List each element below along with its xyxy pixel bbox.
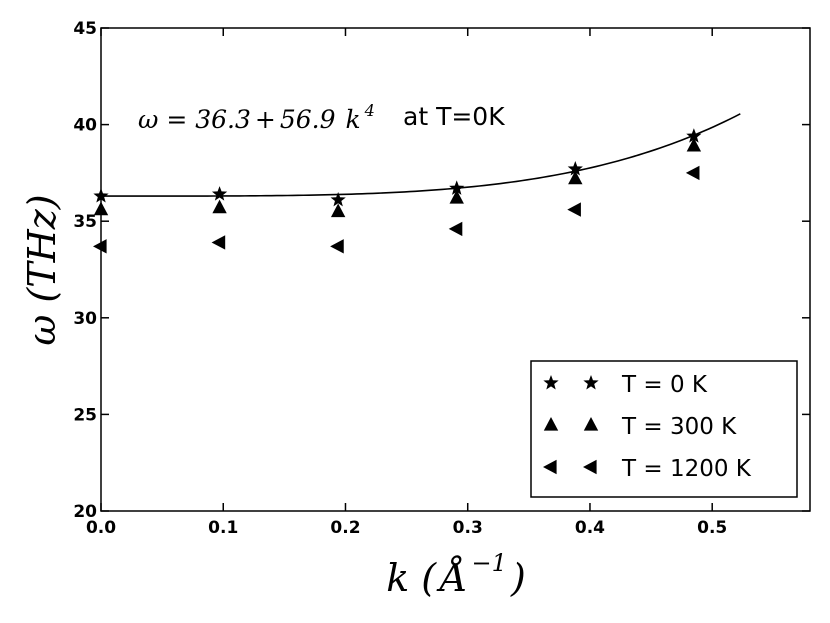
legend-box [530, 360, 798, 498]
formula-var: k [346, 105, 361, 134]
x-axis-unit-exp: −1 [472, 549, 507, 577]
y-tick-label: 30 [73, 309, 97, 329]
data-point-triangle-left-2-2 [330, 239, 344, 254]
fit-curve-group [101, 113, 741, 197]
legend: T = 0 K T = 300 K T = 1200 K [530, 360, 798, 498]
y-axis-unit: (THz) [20, 194, 64, 302]
data-point-triangle-up-1-0 [93, 201, 109, 216]
fit-curve [101, 113, 741, 197]
y-tick-label: 35 [73, 212, 97, 232]
data-point-star-0-4 [567, 161, 583, 176]
data-point-star-0-1 [211, 186, 228, 201]
x-axis-unit-open: ( [421, 556, 437, 600]
formula-suffix: at T=0K [403, 102, 505, 131]
formula-exp: 4 [364, 101, 375, 120]
legend-marker-triangle-left-0 [543, 459, 557, 475]
x-axis-symbol: k [386, 556, 409, 600]
data-point-triangle-left-2-5 [685, 165, 700, 181]
formula-coef: 56.9 [280, 105, 336, 134]
legend-marker-star-1 [583, 375, 599, 390]
legend-marker-triangle-up-1 [583, 417, 599, 431]
x-tick-label: 0.1 [208, 518, 238, 538]
legend-marker-triangle-up-0 [543, 417, 559, 431]
data-point-star-0-0 [93, 188, 109, 203]
formula-lhs: ω = 36.3 [138, 105, 251, 134]
data-point-triangle-left-2-4 [567, 202, 581, 217]
axis-ticks: 0.0 0.1 0.2 0.3 0.4 0.5 20 25 30 35 40 45 [73, 19, 810, 538]
y-axis-label: ω (THz) [20, 194, 64, 345]
data-point-star-0-2 [330, 191, 346, 207]
x-axis-unit-close: ) [510, 556, 526, 600]
x-axis-unit: Å [436, 556, 467, 600]
data-point-triangle-up-1-3 [449, 190, 464, 204]
y-tick-label: 45 [73, 19, 97, 39]
data-point-triangle-up-1-5 [686, 137, 702, 152]
y-axis-symbol: ω [20, 315, 64, 346]
x-tick-label: 0.5 [697, 518, 727, 538]
legend-label-0k: T = 0 K [621, 372, 708, 398]
legend-marker-star-0 [543, 375, 559, 390]
formula-plus: + [255, 105, 276, 134]
legend-markers [543, 375, 599, 475]
data-markers [93, 128, 702, 254]
legend-label-1200k: T = 1200 K [621, 456, 752, 482]
fit-formula-annotation: ω = 36.3 + 56.9 k 4 at T=0K [138, 101, 505, 134]
y-tick-label: 40 [73, 116, 97, 136]
x-tick-label: 0.0 [86, 518, 116, 538]
data-point-triangle-left-2-3 [448, 221, 463, 237]
x-tick-label: 0.3 [453, 518, 483, 538]
legend-marker-triangle-left-1 [583, 459, 597, 475]
y-tick-label: 20 [73, 502, 97, 522]
data-point-triangle-up-1-1 [212, 199, 227, 214]
x-tick-label: 0.4 [575, 518, 605, 538]
data-point-triangle-left-2-0 [93, 239, 107, 254]
data-point-triangle-up-1-2 [330, 203, 346, 218]
data-point-triangle-up-1-4 [568, 170, 583, 185]
svg-text:ω = 36.3 + 56.9: ω = 36.3 + 56.9 k 4 [138, 101, 375, 134]
data-point-star-0-3 [449, 180, 465, 195]
x-axis-label: k ( Å −1 ) [386, 549, 526, 600]
legend-label-300k: T = 300 K [621, 414, 737, 440]
x-tick-label: 0.2 [330, 518, 360, 538]
data-point-star-0-5 [686, 128, 702, 143]
y-tick-label: 25 [73, 405, 97, 425]
data-point-triangle-left-2-1 [211, 235, 226, 250]
